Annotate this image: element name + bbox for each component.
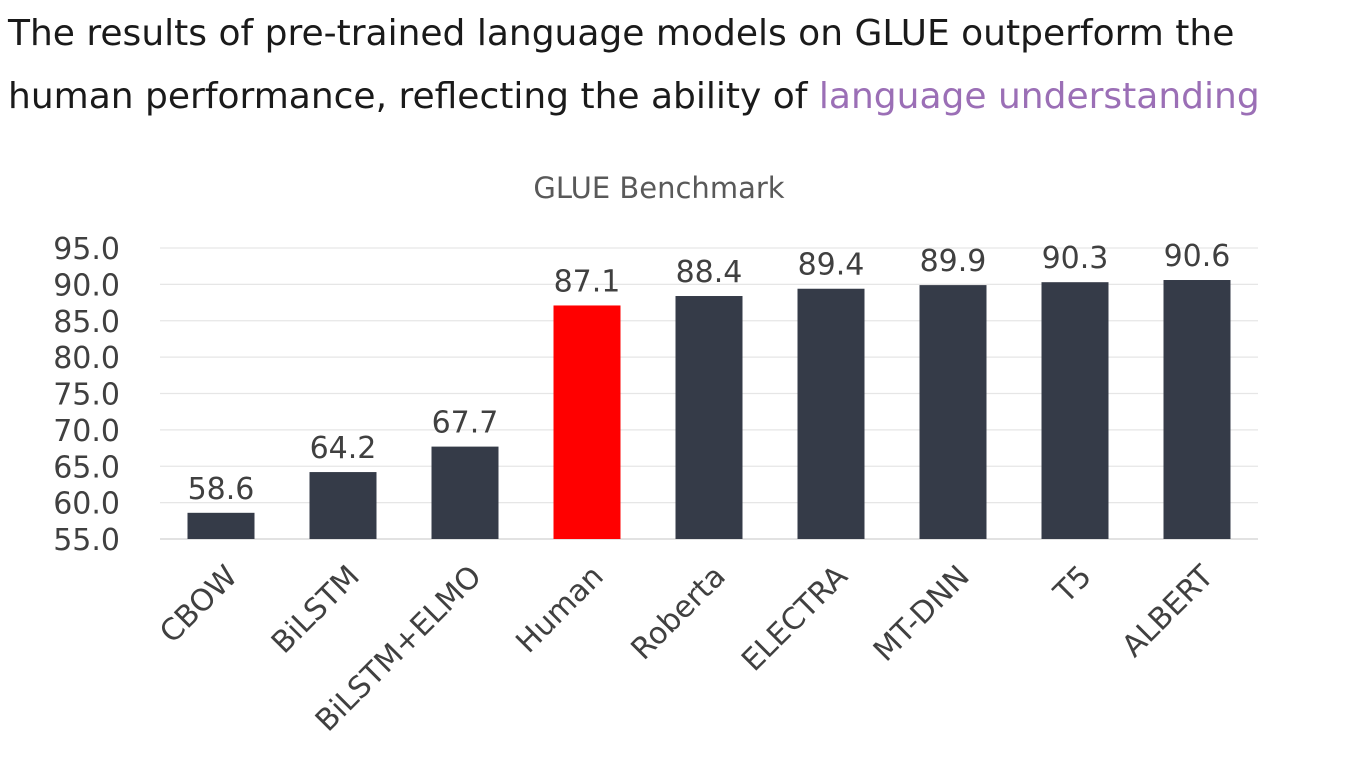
data-label-t5: 90.3	[1042, 241, 1109, 276]
y-tick-label: 90.0	[53, 268, 120, 303]
data-label-mt-dnn: 89.9	[920, 244, 987, 279]
y-tick-label: 70.0	[53, 414, 120, 449]
bar-mt-dnn	[919, 285, 987, 539]
bar-electra	[797, 288, 865, 539]
x-tick-label-albert: ALBERT	[1115, 558, 1221, 664]
y-tick-label: 65.0	[53, 450, 120, 485]
data-label-bilstm: 64.2	[310, 431, 377, 466]
data-labels: 58.6 64.2 67.7 87.1 88.4 89.4 89.9 90.3 90.6	[188, 239, 1231, 507]
y-axis-ticks: 55.060.065.070.075.080.085.090.095.0	[53, 232, 120, 558]
bar-bilstm	[309, 472, 377, 539]
x-tick-label-human: Human	[509, 559, 610, 660]
slide-title: The results of pre-trained language mode…	[8, 2, 1353, 128]
x-tick-label-cbow: CBOW	[153, 559, 244, 650]
bar-t5	[1041, 282, 1109, 539]
bar-bilstm-elmo	[431, 446, 499, 539]
data-label-albert: 90.6	[1164, 239, 1231, 274]
x-tick-label-mt-dnn: MT-DNN	[867, 559, 977, 669]
y-tick-label: 95.0	[53, 232, 120, 267]
y-tick-label: 85.0	[53, 305, 120, 340]
bars	[187, 280, 1231, 539]
x-tick-label-t5: T5	[1047, 559, 1099, 611]
x-tick-label-roberta: Roberta	[625, 559, 733, 667]
chart-title: GLUE Benchmark	[533, 171, 784, 205]
x-tick-label-bilstm: BiLSTM	[265, 559, 367, 661]
data-label-electra: 89.4	[798, 248, 865, 283]
data-label-roberta: 88.4	[676, 255, 743, 290]
data-label-cbow: 58.6	[188, 472, 255, 507]
y-tick-label: 55.0	[53, 523, 120, 558]
bar-human	[553, 305, 621, 539]
bar-cbow	[187, 512, 255, 539]
y-tick-label: 80.0	[53, 341, 120, 376]
slide-title-highlight: language understanding	[818, 76, 1260, 117]
bar-albert	[1163, 280, 1231, 539]
y-tick-label: 75.0	[53, 378, 120, 413]
data-label-human: 87.1	[554, 264, 621, 299]
bar-roberta	[675, 296, 743, 539]
slide-title-line1: The results of pre-trained language mode…	[8, 13, 1235, 54]
x-tick-label-electra: ELECTRA	[735, 559, 855, 679]
data-label-bilstm-elmo: 67.7	[432, 406, 499, 441]
slide-title-line2-prefix: human performance, reflecting the abilit…	[8, 76, 819, 117]
y-tick-label: 60.0	[53, 487, 120, 522]
